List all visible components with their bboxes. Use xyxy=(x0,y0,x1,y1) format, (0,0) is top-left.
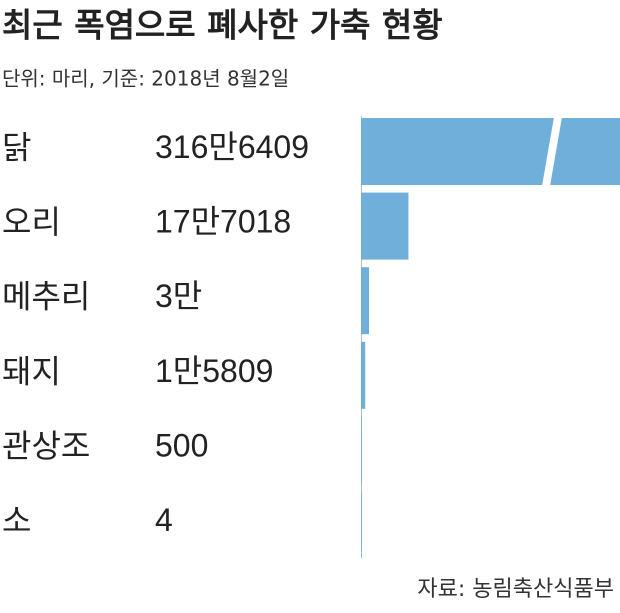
bar xyxy=(361,416,362,484)
value-label: 3만 xyxy=(155,278,202,314)
bar xyxy=(361,341,366,409)
bar xyxy=(361,192,409,260)
category-label: 관상조 xyxy=(2,427,90,465)
bar-break xyxy=(542,117,562,186)
value-label: 4 xyxy=(155,502,173,538)
chart-subtitle: 단위: 마리, 기준: 2018년 8월2일 xyxy=(2,67,289,91)
bar xyxy=(361,267,370,335)
category-label: 닭 xyxy=(2,129,31,167)
value-label: 1만5809 xyxy=(155,353,273,389)
value-label: 500 xyxy=(155,427,208,463)
value-label: 17만7018 xyxy=(155,204,291,240)
bar xyxy=(361,491,362,558)
bar xyxy=(361,118,620,185)
chart-title: 최근 폭염으로 폐사한 가축 현황 xyxy=(2,6,443,45)
category-label: 소 xyxy=(2,502,31,540)
category-label: 돼지 xyxy=(2,352,61,390)
category-label: 오리 xyxy=(2,203,61,241)
category-label: 메추리 xyxy=(2,278,90,316)
source: 자료: 농림축산식품부 xyxy=(417,577,614,602)
value-label: 316만6409 xyxy=(155,129,309,165)
